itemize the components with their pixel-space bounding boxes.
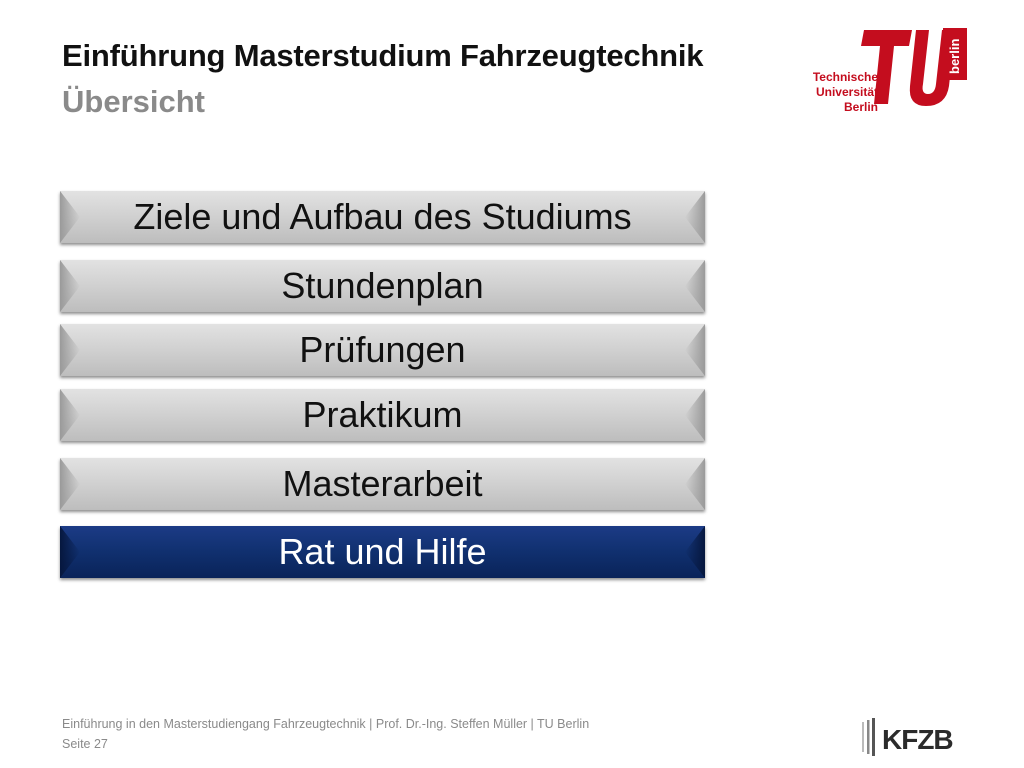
agenda-item-masterarbeit[interactable]: Masterarbeit	[60, 458, 705, 510]
logo-line-2: Universität	[815, 85, 878, 99]
logo-line-1: Technische	[812, 70, 878, 84]
page-number: Seite 27	[62, 737, 108, 751]
kfzb-logo: KFZB	[862, 718, 954, 756]
logo-line-3: Berlin	[843, 100, 878, 114]
logo-vertical-text: berlin	[947, 39, 962, 74]
agenda-item-pruefungen[interactable]: Prüfungen	[60, 324, 705, 376]
tu-berlin-logo: berlin	[861, 28, 967, 106]
footer-course-info: Einführung in den Masterstudiengang Fahr…	[62, 717, 590, 731]
kfzb-logo-text: KFZB	[882, 724, 953, 755]
logo-wordmark: Technische Universität Berlin	[808, 70, 878, 115]
slide-subtitle: Übersicht	[62, 84, 205, 119]
slide-title: Einführung Masterstudium Fahrzeugtechnik	[62, 38, 704, 73]
agenda-item-rat-und-hilfe[interactable]: Rat und Hilfe	[60, 526, 705, 578]
agenda-item-praktikum[interactable]: Praktikum	[60, 389, 705, 441]
footer: Einführung in den Masterstudiengang Fahr…	[62, 714, 589, 754]
agenda-item-ziele[interactable]: Ziele und Aufbau des Studiums	[60, 191, 705, 243]
agenda-item-stundenplan[interactable]: Stundenplan	[60, 260, 705, 312]
